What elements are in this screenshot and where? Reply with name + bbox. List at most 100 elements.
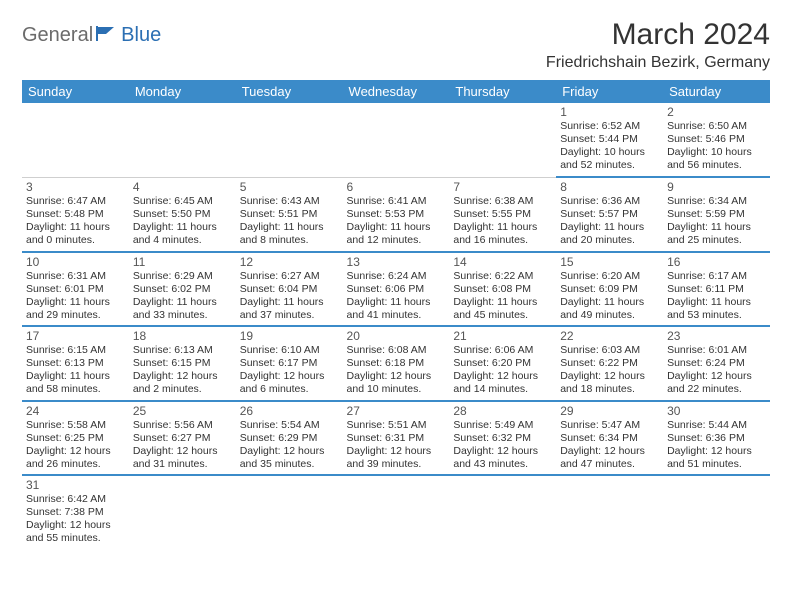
flag-icon — [96, 24, 118, 47]
sunset-line: Sunset: 6:13 PM — [26, 357, 125, 370]
daylight-line: Daylight: 12 hours and 55 minutes. — [26, 519, 125, 545]
daylight-line: Daylight: 12 hours and 39 minutes. — [347, 445, 446, 471]
calendar-cell: 10Sunrise: 6:31 AMSunset: 6:01 PMDayligh… — [22, 252, 129, 327]
sunset-line: Sunset: 6:04 PM — [240, 283, 339, 296]
calendar-cell — [129, 475, 236, 549]
logo-text-blue: Blue — [121, 24, 161, 47]
calendar-week-row: 31Sunrise: 6:42 AMSunset: 7:38 PMDayligh… — [22, 475, 770, 549]
title-block: March 2024 Friedrichshain Bezirk, German… — [546, 18, 770, 72]
daylight-line: Daylight: 10 hours and 56 minutes. — [667, 146, 766, 172]
calendar-cell — [22, 103, 129, 177]
calendar-cell — [449, 103, 556, 177]
day-number: 17 — [26, 329, 125, 343]
calendar-week-row: 24Sunrise: 5:58 AMSunset: 6:25 PMDayligh… — [22, 401, 770, 476]
calendar-cell: 11Sunrise: 6:29 AMSunset: 6:02 PMDayligh… — [129, 252, 236, 327]
sunrise-line: Sunrise: 6:24 AM — [347, 270, 446, 283]
page-title: March 2024 — [546, 18, 770, 52]
day-number: 22 — [560, 329, 659, 343]
sunrise-line: Sunrise: 6:08 AM — [347, 344, 446, 357]
sunrise-line: Sunrise: 6:52 AM — [560, 120, 659, 133]
daylight-line: Daylight: 10 hours and 52 minutes. — [560, 146, 659, 172]
sunrise-line: Sunrise: 6:31 AM — [26, 270, 125, 283]
calendar-cell: 20Sunrise: 6:08 AMSunset: 6:18 PMDayligh… — [343, 326, 450, 401]
sunset-line: Sunset: 6:29 PM — [240, 432, 339, 445]
day-number: 8 — [560, 180, 659, 194]
calendar-cell — [129, 103, 236, 177]
sunrise-line: Sunrise: 6:27 AM — [240, 270, 339, 283]
day-header: Tuesday — [236, 80, 343, 103]
daylight-line: Daylight: 12 hours and 47 minutes. — [560, 445, 659, 471]
daylight-line: Daylight: 11 hours and 37 minutes. — [240, 296, 339, 322]
header: General Blue March 2024 Friedrichshain B… — [22, 18, 770, 72]
sunrise-line: Sunrise: 6:17 AM — [667, 270, 766, 283]
calendar-cell: 17Sunrise: 6:15 AMSunset: 6:13 PMDayligh… — [22, 326, 129, 401]
sunset-line: Sunset: 6:25 PM — [26, 432, 125, 445]
day-number: 31 — [26, 478, 125, 492]
calendar-cell: 2Sunrise: 6:50 AMSunset: 5:46 PMDaylight… — [663, 103, 770, 177]
day-number: 20 — [347, 329, 446, 343]
calendar-cell: 6Sunrise: 6:41 AMSunset: 5:53 PMDaylight… — [343, 177, 450, 252]
daylight-line: Daylight: 12 hours and 6 minutes. — [240, 370, 339, 396]
sunset-line: Sunset: 6:27 PM — [133, 432, 232, 445]
daylight-line: Daylight: 12 hours and 26 minutes. — [26, 445, 125, 471]
calendar-cell: 26Sunrise: 5:54 AMSunset: 6:29 PMDayligh… — [236, 401, 343, 476]
sunrise-line: Sunrise: 6:29 AM — [133, 270, 232, 283]
daylight-line: Daylight: 11 hours and 20 minutes. — [560, 221, 659, 247]
day-header: Saturday — [663, 80, 770, 103]
daylight-line: Daylight: 11 hours and 16 minutes. — [453, 221, 552, 247]
sunrise-line: Sunrise: 6:50 AM — [667, 120, 766, 133]
day-number: 6 — [347, 180, 446, 194]
day-number: 7 — [453, 180, 552, 194]
day-number: 29 — [560, 404, 659, 418]
sunset-line: Sunset: 6:09 PM — [560, 283, 659, 296]
calendar-cell — [343, 103, 450, 177]
calendar-week-row: 10Sunrise: 6:31 AMSunset: 6:01 PMDayligh… — [22, 252, 770, 327]
calendar-table: SundayMondayTuesdayWednesdayThursdayFrid… — [22, 80, 770, 549]
daylight-line: Daylight: 12 hours and 22 minutes. — [667, 370, 766, 396]
calendar-cell — [236, 103, 343, 177]
daylight-line: Daylight: 12 hours and 51 minutes. — [667, 445, 766, 471]
calendar-cell: 29Sunrise: 5:47 AMSunset: 6:34 PMDayligh… — [556, 401, 663, 476]
daylight-line: Daylight: 11 hours and 4 minutes. — [133, 221, 232, 247]
calendar-cell: 23Sunrise: 6:01 AMSunset: 6:24 PMDayligh… — [663, 326, 770, 401]
sunset-line: Sunset: 5:59 PM — [667, 208, 766, 221]
calendar-cell: 8Sunrise: 6:36 AMSunset: 5:57 PMDaylight… — [556, 177, 663, 252]
sunset-line: Sunset: 5:53 PM — [347, 208, 446, 221]
sunset-line: Sunset: 6:31 PM — [347, 432, 446, 445]
day-number: 5 — [240, 180, 339, 194]
calendar-cell: 22Sunrise: 6:03 AMSunset: 6:22 PMDayligh… — [556, 326, 663, 401]
sunrise-line: Sunrise: 5:56 AM — [133, 419, 232, 432]
daylight-line: Daylight: 11 hours and 58 minutes. — [26, 370, 125, 396]
sunrise-line: Sunrise: 6:47 AM — [26, 195, 125, 208]
day-number: 9 — [667, 180, 766, 194]
sunrise-line: Sunrise: 6:10 AM — [240, 344, 339, 357]
sunset-line: Sunset: 5:50 PM — [133, 208, 232, 221]
calendar-cell: 15Sunrise: 6:20 AMSunset: 6:09 PMDayligh… — [556, 252, 663, 327]
calendar-cell: 16Sunrise: 6:17 AMSunset: 6:11 PMDayligh… — [663, 252, 770, 327]
daylight-line: Daylight: 11 hours and 33 minutes. — [133, 296, 232, 322]
calendar-cell: 31Sunrise: 6:42 AMSunset: 7:38 PMDayligh… — [22, 475, 129, 549]
calendar-cell — [556, 475, 663, 549]
sunset-line: Sunset: 7:38 PM — [26, 506, 125, 519]
calendar-cell: 13Sunrise: 6:24 AMSunset: 6:06 PMDayligh… — [343, 252, 450, 327]
day-number: 26 — [240, 404, 339, 418]
day-number: 11 — [133, 255, 232, 269]
daylight-line: Daylight: 11 hours and 29 minutes. — [26, 296, 125, 322]
calendar-cell: 12Sunrise: 6:27 AMSunset: 6:04 PMDayligh… — [236, 252, 343, 327]
sunset-line: Sunset: 6:06 PM — [347, 283, 446, 296]
daylight-line: Daylight: 12 hours and 43 minutes. — [453, 445, 552, 471]
calendar-week-row: 17Sunrise: 6:15 AMSunset: 6:13 PMDayligh… — [22, 326, 770, 401]
sunset-line: Sunset: 6:11 PM — [667, 283, 766, 296]
daylight-line: Daylight: 12 hours and 35 minutes. — [240, 445, 339, 471]
sunset-line: Sunset: 5:44 PM — [560, 133, 659, 146]
day-number: 3 — [26, 180, 125, 194]
daylight-line: Daylight: 12 hours and 2 minutes. — [133, 370, 232, 396]
sunrise-line: Sunrise: 6:41 AM — [347, 195, 446, 208]
day-header: Wednesday — [343, 80, 450, 103]
sunset-line: Sunset: 5:57 PM — [560, 208, 659, 221]
calendar-cell — [343, 475, 450, 549]
day-header: Thursday — [449, 80, 556, 103]
day-number: 1 — [560, 105, 659, 119]
day-number: 10 — [26, 255, 125, 269]
calendar-cell: 5Sunrise: 6:43 AMSunset: 5:51 PMDaylight… — [236, 177, 343, 252]
